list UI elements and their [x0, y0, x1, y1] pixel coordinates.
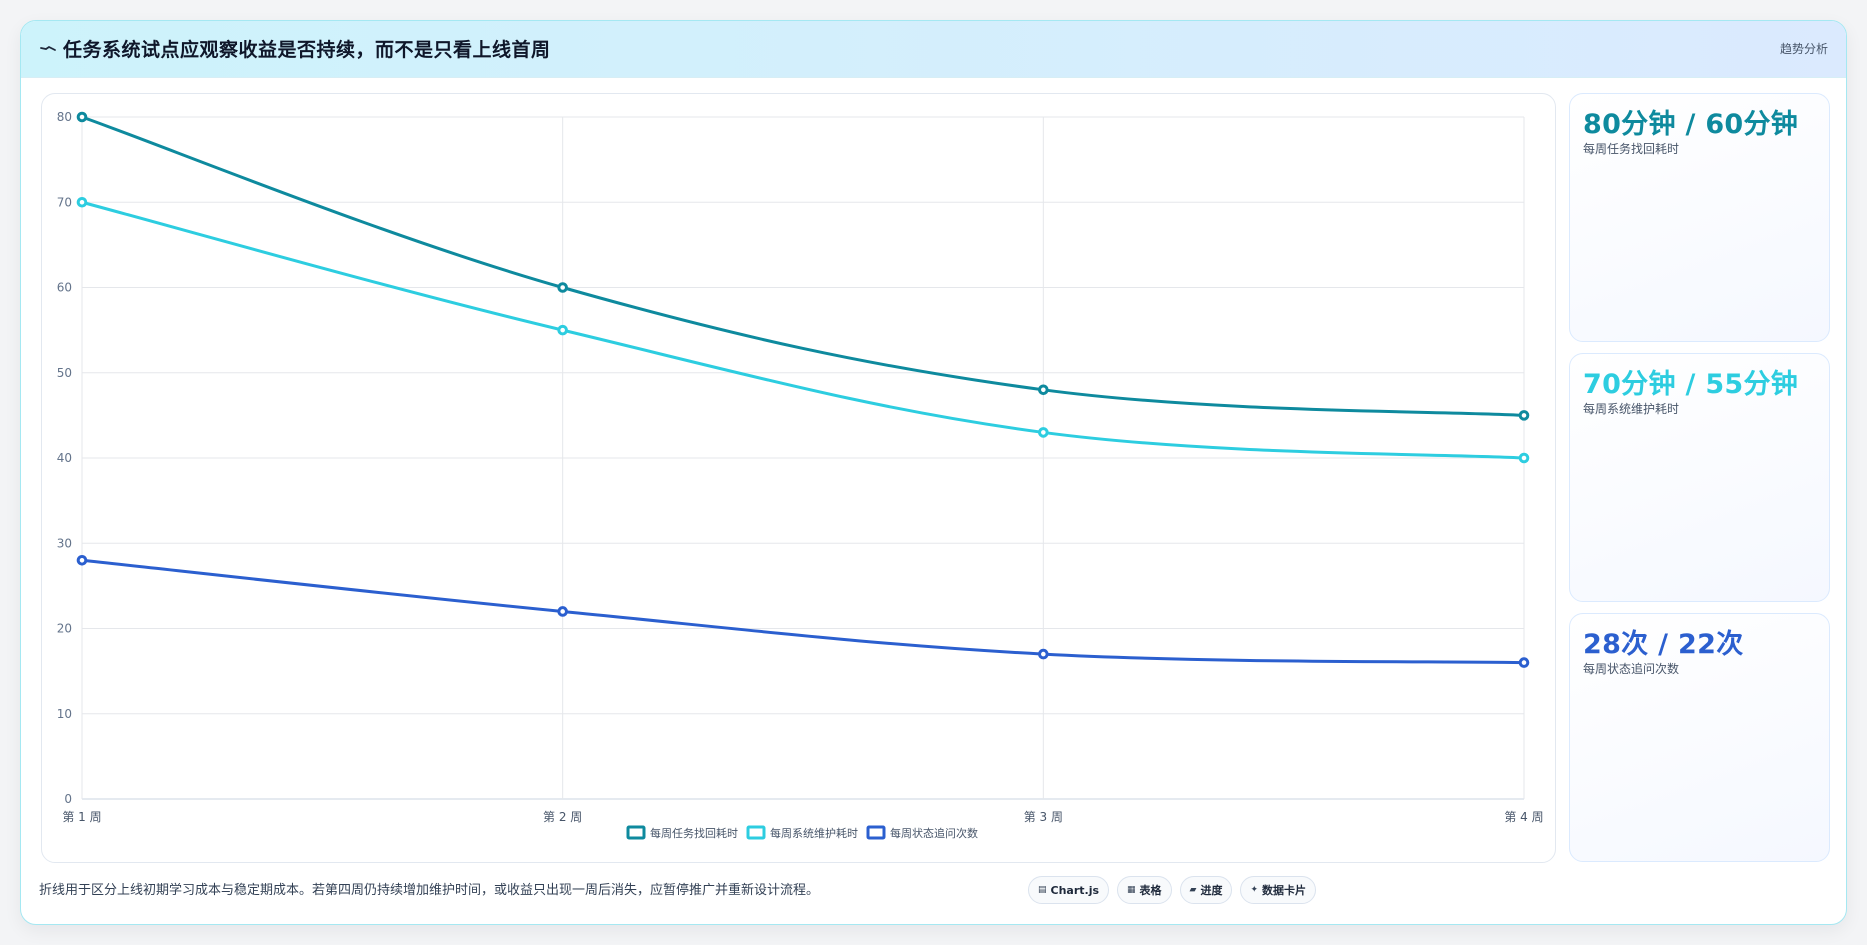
data-point [1518, 657, 1530, 668]
kpi-card-status-queries: 28次 / 22次 每周状态追问次数 [1569, 613, 1830, 862]
series-line [80, 558, 1526, 665]
data-point [76, 196, 88, 208]
kpi-label: 每周任务找回耗时 [1583, 142, 1680, 156]
tech-chips: ▤ Chart.js ▦ 表格 ▰ 进度 ✦ 数据卡片 [1028, 876, 1317, 904]
y-tick-label: 50 [57, 366, 72, 380]
trend-analysis-tag: 趋势分析 [1779, 42, 1828, 56]
kpi-label: 每周系统维护耗时 [1583, 402, 1680, 416]
data-point [76, 555, 88, 566]
y-tick-label: 70 [57, 195, 72, 209]
kpi-card-task-retrieval: 80分钟 / 60分钟 每周任务找回耗时 [1569, 93, 1830, 342]
kpi-value: 28次 / 22次 [1583, 629, 1744, 660]
y-tick-label: 80 [57, 110, 72, 124]
kpi-value: 80分钟 / 60分钟 [1583, 109, 1799, 140]
series-line [80, 115, 1526, 417]
legend-swatch [626, 825, 646, 840]
data-point [76, 111, 88, 123]
data-point [1038, 648, 1049, 660]
footer-note: 折线用于区分上线初期学习成本与稳定期成本。若第四周仍持续增加维护时间，或收益只出… [39, 883, 820, 898]
table-icon: ▦ [1127, 885, 1136, 895]
data-point [1518, 410, 1530, 421]
data-point [1038, 384, 1049, 396]
legend-swatch [746, 825, 766, 840]
chip-label: Chart.js [1050, 883, 1100, 897]
y-tick-label: 0 [64, 792, 72, 806]
kpi-label: 每周状态追问次数 [1583, 662, 1680, 676]
data-point [557, 606, 568, 617]
series-line [80, 200, 1526, 460]
y-tick-label: 60 [57, 281, 72, 295]
data-point [557, 324, 568, 336]
data-point [557, 282, 568, 293]
x-tick-label: 第 1 周 [62, 810, 101, 824]
kpi-card-maintenance: 70分钟 / 55分钟 每周系统维护耗时 [1569, 353, 1830, 602]
data-point [1518, 452, 1530, 464]
dashboard-card: 任务系统试点应观察收益是否持续，而不是只看上线首周 趋势分析 0 10 20 30 40… [20, 20, 1847, 925]
chip-table[interactable]: ▦ 表格 [1117, 876, 1172, 904]
legend-label: 每周状态追问次数 [890, 826, 978, 840]
chart-panel: 0 10 20 30 40 50 60 70 80 第 1 周 第 2 周 第 3 周 第 4 周每周任… [41, 93, 1556, 863]
page-title: 任务系统试点应观察收益是否持续，而不是只看上线首周 [63, 39, 551, 61]
legend-swatch [866, 825, 886, 840]
y-tick-label: 10 [57, 707, 72, 721]
chip-progress[interactable]: ▰ 进度 [1179, 876, 1233, 904]
x-tick-label: 第 4 周 [1504, 810, 1543, 824]
trend-line-icon [40, 45, 56, 51]
y-tick-label: 20 [57, 622, 72, 636]
chip-data-card[interactable]: ✦ 数据卡片 [1240, 876, 1317, 904]
data-point [1038, 427, 1049, 438]
progress-icon: ▰ [1189, 885, 1197, 895]
chip-chartjs[interactable]: ▤ Chart.js [1028, 876, 1110, 904]
chip-label: 表格 [1139, 884, 1162, 897]
kpi-value: 70分钟 / 55分钟 [1583, 369, 1799, 400]
x-tick-label: 第 3 周 [1024, 810, 1063, 824]
legend-label: 每周系统维护耗时 [770, 826, 858, 840]
y-tick-label: 40 [57, 451, 72, 465]
chip-label: 进度 [1200, 884, 1223, 897]
header-bar: 任务系统试点应观察收益是否持续，而不是只看上线首周 趋势分析 [21, 21, 1846, 78]
sparkle-icon: ✦ [1250, 885, 1259, 895]
chip-label: 数据卡片 [1262, 884, 1307, 897]
legend-label: 每周任务找回耗时 [650, 826, 738, 840]
y-tick-label: 30 [57, 536, 72, 550]
chart-icon: ▤ [1038, 885, 1047, 895]
line-chart: 0 10 20 30 40 50 60 70 80 第 1 周 第 2 周 第 3 周 第 4 周每周任… [57, 110, 1544, 840]
x-tick-label: 第 2 周 [543, 810, 582, 824]
